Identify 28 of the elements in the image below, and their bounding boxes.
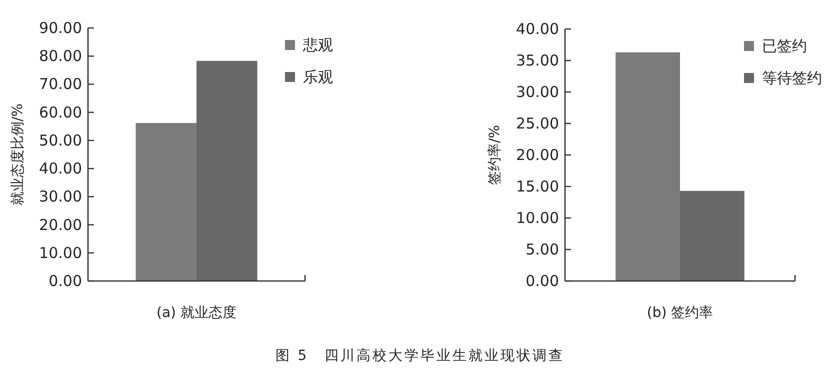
y-tick-label: 10.00 [39,244,82,262]
y-tick-label: 30.00 [39,188,82,206]
y-tick-label: 80.00 [39,47,82,66]
y-tick-label: 0.00 [48,272,82,290]
x-axis-title: (b) 签约率 [646,305,714,321]
legend-label: 已签约 [762,37,807,55]
x-axis-title: (a) 就业态度 [156,305,236,321]
y-tick-label: 20.00 [516,146,559,164]
legend-label: 乐观 [303,68,333,86]
y-tick-label: 5.00 [526,240,559,258]
y-tick-label: 40.00 [39,160,82,178]
caption: 图 5 四川高校大学毕业生就业现状调查 [275,348,565,364]
y-tick-label: 25.00 [516,114,559,132]
y-tick-label: 15.00 [516,178,559,196]
y-tick-label: 50.00 [39,131,82,150]
y-axis-title: 就业态度比例/% [10,103,26,206]
y-tick-label: 10.00 [516,209,559,227]
legend-label: 悲观 [302,36,333,54]
y-tick-label: 35.00 [516,52,559,70]
legend-label: 等待签约 [762,69,822,87]
y-tick-label: 30.00 [516,83,559,101]
y-tick-label: 70.00 [39,75,82,94]
y-tick-label: 40.00 [516,20,559,38]
y-tick-label: 90.00 [39,19,82,37]
y-tick-label: 60.00 [39,103,82,122]
y-tick-label: 0.00 [526,272,559,290]
y-tick-label: 20.00 [39,216,82,234]
y-axis-title: 签约率/% [487,124,503,186]
